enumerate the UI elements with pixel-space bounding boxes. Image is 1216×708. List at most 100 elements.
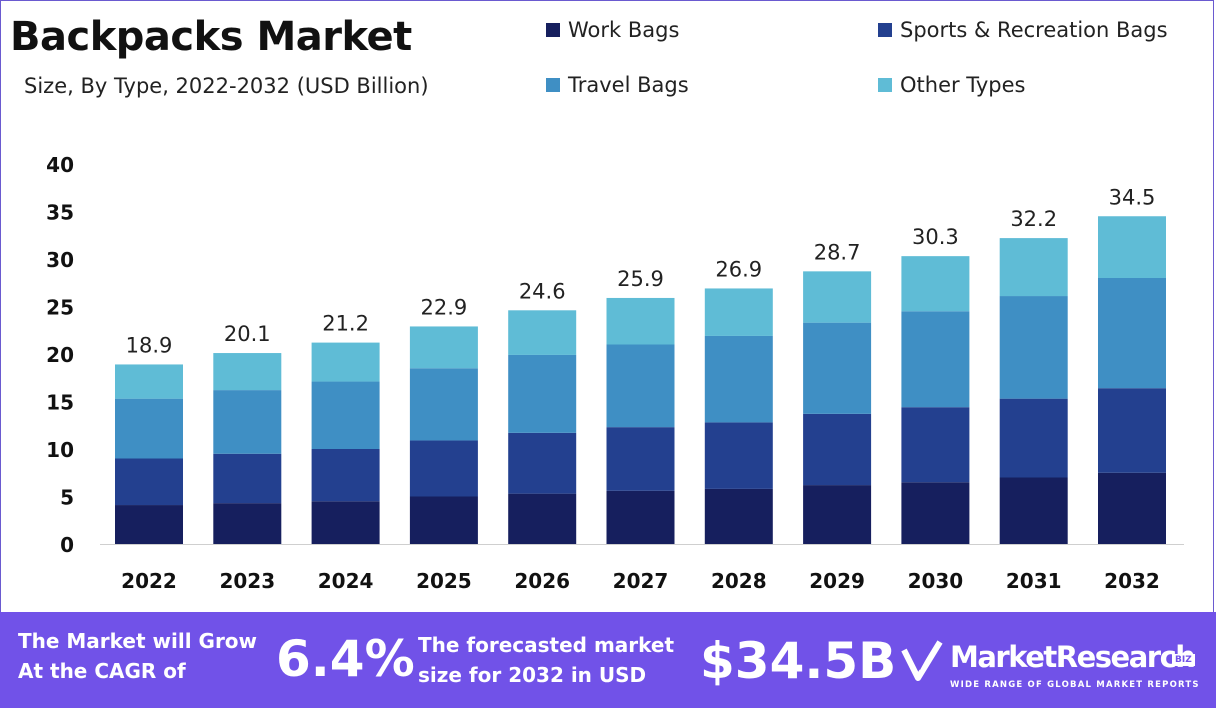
bar-segment-other-types	[999, 238, 1068, 297]
legend-item-travel-bags: Travel Bags	[546, 73, 689, 97]
bar-segment-sports-recreation-bags	[901, 407, 970, 483]
y-tick-label: 35	[46, 201, 74, 225]
bar-segment-sports-recreation-bags	[508, 432, 577, 494]
total-value-label: 30.3	[912, 225, 959, 249]
legend-swatch	[878, 23, 892, 37]
bar-segment-work-bags	[311, 501, 380, 544]
y-tick-label: 0	[60, 533, 74, 557]
bar-segment-other-types	[213, 353, 282, 391]
bar-segment-sports-recreation-bags	[311, 449, 380, 502]
chart-subtitle: Size, By Type, 2022-2032 (USD Billion)	[24, 74, 429, 98]
bar-segment-work-bags	[409, 496, 478, 544]
bar-segment-travel-bags	[115, 398, 183, 459]
chart-title: Backpacks Market	[10, 14, 412, 60]
total-value-label: 25.9	[617, 267, 664, 291]
x-tick-label: 2032	[1104, 569, 1160, 593]
y-tick-label: 20	[46, 343, 74, 367]
bar-segment-sports-recreation-bags	[1098, 388, 1166, 473]
legend-item-sports-recreation-bags: Sports & Recreation Bags	[878, 18, 1168, 42]
x-tick-label: 2029	[809, 569, 865, 593]
bar-segment-travel-bags	[1098, 278, 1166, 389]
bar-segment-work-bags	[1098, 472, 1166, 544]
x-tick-label: 2028	[711, 569, 767, 593]
y-tick-label: 30	[46, 248, 74, 272]
legend-swatch	[546, 78, 560, 92]
y-tick-label: 10	[46, 438, 74, 462]
total-value-label: 28.7	[814, 240, 861, 264]
logo-tagline: WIDE RANGE OF GLOBAL MARKET REPORTS	[950, 680, 1200, 690]
total-value-label: 26.9	[715, 257, 762, 281]
forecast-value: $34.5B	[700, 632, 897, 690]
legend-label: Travel Bags	[568, 73, 689, 97]
bar-segment-other-types	[803, 271, 872, 323]
bar-segment-other-types	[115, 364, 183, 399]
x-tick-label: 2022	[121, 569, 177, 593]
total-value-label: 22.9	[421, 295, 468, 319]
y-tick-label: 40	[46, 153, 74, 177]
marketresearch-logo: MarketResearch BIZ WIDE RANGE OF GLOBAL …	[900, 638, 1206, 698]
total-value-label: 24.6	[519, 279, 566, 303]
bar-segment-other-types	[409, 326, 478, 369]
total-value-label: 20.1	[224, 322, 271, 346]
y-tick-label: 25	[46, 296, 74, 320]
bar-segment-travel-bags	[409, 368, 478, 441]
x-tick-label: 2027	[613, 569, 669, 593]
checkmark-logo-icon	[901, 640, 943, 681]
summary-banner: The Market will Grow At the CAGR of 6.4%…	[0, 612, 1216, 708]
bar-segment-work-bags	[704, 488, 773, 544]
legend-item-work-bags: Work Bags	[546, 18, 679, 42]
y-tick-label: 15	[46, 391, 74, 415]
bar-segment-sports-recreation-bags	[606, 427, 675, 491]
bar-segment-sports-recreation-bags	[213, 453, 282, 504]
bar-segment-travel-bags	[803, 322, 872, 414]
bar-segment-work-bags	[508, 493, 577, 544]
cagr-text: The Market will Grow At the CAGR of	[18, 629, 258, 683]
stacked-bar-chart: 051015202530354018.9202220.1202321.22024…	[46, 153, 1184, 593]
x-tick-label: 2024	[318, 569, 374, 593]
bar-segment-travel-bags	[606, 344, 675, 428]
bar-segment-work-bags	[115, 505, 183, 544]
legend-swatch	[878, 78, 892, 92]
bar-segment-other-types	[606, 297, 675, 345]
bar-segment-sports-recreation-bags	[803, 413, 872, 486]
legend-label: Other Types	[900, 73, 1026, 97]
bar-segment-travel-bags	[901, 311, 970, 408]
legend-item-other-types: Other Types	[878, 73, 1025, 97]
bar-segment-travel-bags	[704, 335, 773, 423]
total-value-label: 34.5	[1109, 185, 1156, 209]
cagr-value: 6.4%	[276, 630, 415, 688]
legend-swatch	[546, 23, 560, 37]
forecast-text: The forecasted market size for 2032 in U…	[418, 633, 675, 687]
x-tick-label: 2025	[416, 569, 472, 593]
total-value-label: 21.2	[322, 312, 369, 336]
bar-segment-sports-recreation-bags	[999, 398, 1068, 478]
y-tick-label: 5	[60, 486, 74, 510]
x-tick-label: 2031	[1006, 569, 1062, 593]
x-tick-label: 2030	[908, 569, 964, 593]
bar-segment-travel-bags	[999, 296, 1068, 399]
bar-segment-work-bags	[901, 482, 970, 544]
bar-segment-work-bags	[213, 503, 282, 544]
bar-segment-travel-bags	[508, 354, 577, 433]
logo-biz: BIZ	[1172, 654, 1195, 666]
bar-segment-work-bags	[606, 490, 675, 544]
logo-name: MarketResearch	[950, 640, 1196, 674]
x-tick-label: 2023	[219, 569, 275, 593]
bar-segment-sports-recreation-bags	[704, 422, 773, 489]
bar-segment-travel-bags	[213, 390, 282, 454]
bar-segment-other-types	[901, 256, 970, 312]
legend-label: Work Bags	[568, 18, 680, 42]
bar-segment-travel-bags	[311, 381, 380, 449]
bar-segment-other-types	[1098, 216, 1166, 278]
bar-segment-work-bags	[803, 485, 872, 544]
total-value-label: 32.2	[1010, 207, 1057, 231]
legend-label: Sports & Recreation Bags	[900, 18, 1168, 42]
bar-segment-other-types	[508, 310, 577, 355]
bar-segment-other-types	[704, 288, 773, 336]
bar-segment-sports-recreation-bags	[115, 458, 183, 506]
total-value-label: 18.9	[126, 333, 173, 357]
bar-segment-work-bags	[999, 477, 1068, 544]
bar-segment-sports-recreation-bags	[409, 440, 478, 497]
x-tick-label: 2026	[514, 569, 570, 593]
bar-segment-other-types	[311, 342, 380, 382]
